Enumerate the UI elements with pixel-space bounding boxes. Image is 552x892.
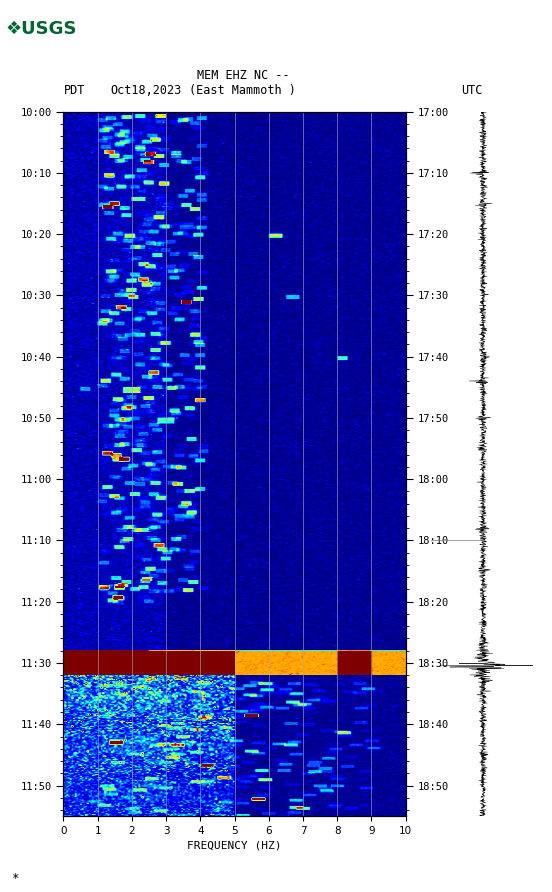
Text: ❖USGS: ❖USGS (6, 21, 77, 38)
X-axis label: FREQUENCY (HZ): FREQUENCY (HZ) (187, 840, 282, 850)
Text: PDT: PDT (63, 85, 85, 97)
Text: (East Mammoth ): (East Mammoth ) (189, 85, 296, 97)
Text: UTC: UTC (461, 85, 482, 97)
Text: *: * (11, 871, 19, 885)
Text: MEM EHZ NC --: MEM EHZ NC -- (197, 70, 289, 82)
Text: Oct18,2023: Oct18,2023 (110, 85, 182, 97)
